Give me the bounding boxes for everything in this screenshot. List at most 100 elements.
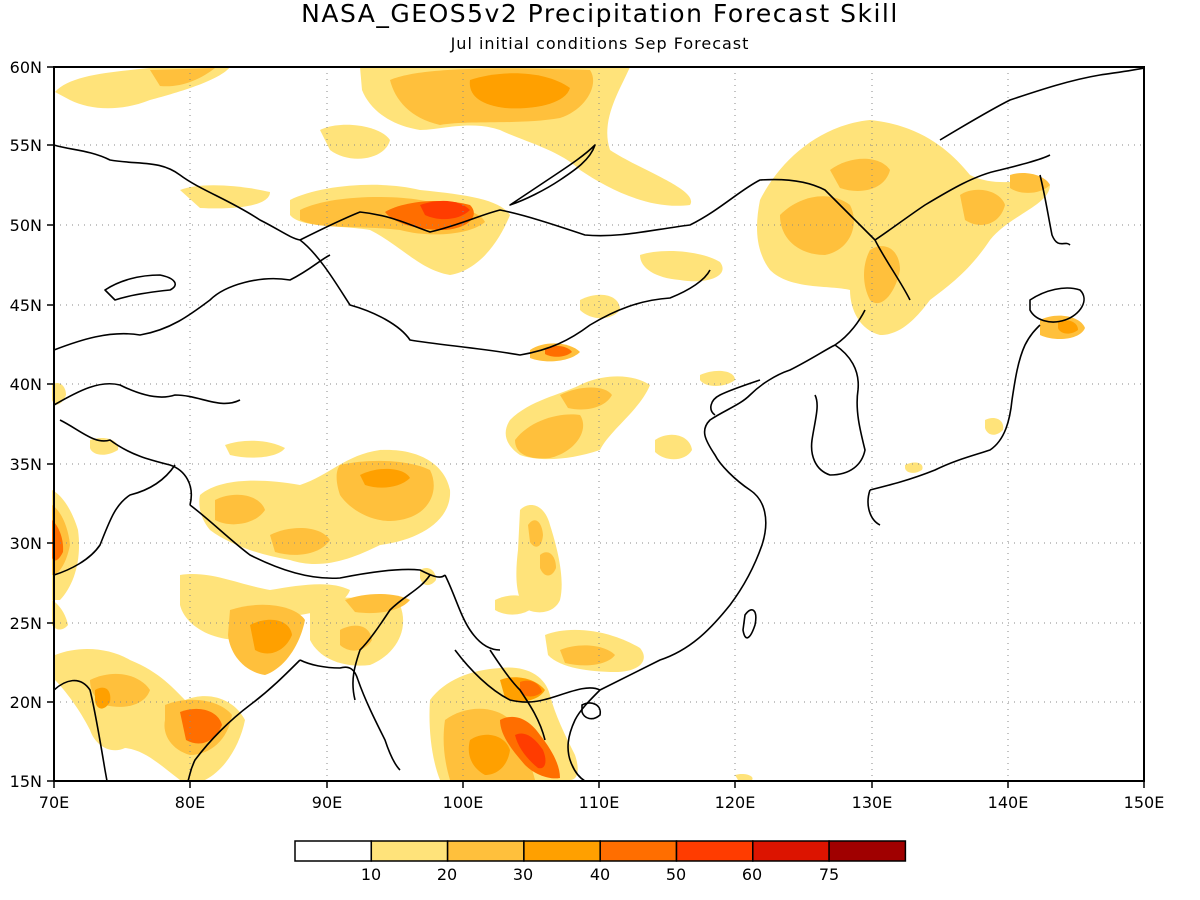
lon-label: 140E [988, 793, 1029, 812]
skill-region [340, 625, 372, 651]
skill-region [515, 733, 546, 769]
skill-region [864, 246, 900, 304]
skill-region [270, 528, 330, 555]
chart-title: NASA_GEOS5v2 Precipitation Forecast Skil… [301, 0, 899, 28]
lat-label: 35N [10, 455, 42, 474]
lon-label: 150E [1124, 793, 1165, 812]
colorbar-swatch [523, 840, 601, 862]
skill-region [560, 645, 615, 666]
lat-label: 60N [10, 58, 42, 77]
colorbar-swatch [599, 840, 678, 862]
colorbar-swatch [370, 840, 449, 862]
lat-label: 40N [10, 375, 42, 394]
lat-label: 50N [10, 216, 42, 235]
coast-myanmar [357, 679, 401, 771]
colorbar-labels: 10 20 30 40 50 60 75 [361, 865, 839, 884]
lat-label: 25N [10, 614, 42, 633]
skill-region [150, 68, 215, 87]
lon-label: 80E [175, 793, 205, 812]
skill-region [180, 708, 222, 744]
border-china-myanmar [444, 574, 501, 651]
skill-region [468, 734, 510, 775]
border-central-asia [53, 382, 241, 406]
skill-region [420, 200, 470, 220]
coast-india-west [53, 679, 108, 782]
skill-region [960, 189, 1005, 225]
border-kazakhstan-china [53, 254, 331, 351]
axis-tick-marks [47, 66, 1145, 788]
lon-label: 100E [443, 793, 484, 812]
coast-bohai [710, 379, 761, 416]
border-indochina [454, 649, 601, 703]
skill-region [655, 434, 692, 460]
skill-region [52, 600, 68, 630]
lat-label: 20N [10, 693, 42, 712]
lon-label: 70E [39, 793, 69, 812]
longitude-labels: 70E 80E 90E 100E 110E 120E 130E 140E 150… [39, 793, 1165, 812]
skill-region [1058, 320, 1078, 334]
coast-bay-of-bengal [299, 659, 359, 681]
colorbar-label: 75 [819, 865, 839, 884]
lon-label: 90E [312, 793, 342, 812]
latitude-labels: 60N 55N 50N 45N 40N 35N 30N 25N 20N 15N [10, 58, 42, 791]
lon-label: 120E [715, 793, 756, 812]
skill-region [52, 383, 66, 405]
coast-kyushu [867, 489, 881, 526]
lat-label: 30N [10, 534, 42, 553]
skill-region [95, 687, 111, 709]
lat-label: 15N [10, 772, 42, 791]
skill-region [215, 494, 265, 525]
colorbar-swatch [675, 840, 754, 862]
coastlines-and-borders [53, 67, 1145, 782]
skill-region [545, 345, 572, 357]
skill-region [250, 619, 292, 654]
skill-region [830, 158, 890, 191]
coast-india-east [187, 659, 301, 782]
colorbar-label: 20 [437, 865, 457, 884]
skill-region [90, 438, 119, 455]
coast-kamchatka [939, 67, 1145, 141]
island-taiwan [742, 609, 757, 639]
lake-balkhash [104, 274, 176, 301]
lon-label: 130E [852, 793, 893, 812]
lake-baikal [509, 144, 596, 206]
colorbar-label: 50 [666, 865, 686, 884]
skill-shading [52, 67, 1085, 780]
colorbar-swatch [752, 840, 830, 862]
skill-region [985, 418, 1004, 435]
coast-indochina [567, 689, 601, 782]
skill-region [516, 505, 562, 613]
coast-korea [810, 344, 866, 476]
coast-okhotsk [874, 154, 1051, 241]
border-pakistan [53, 464, 176, 576]
skill-region [520, 680, 542, 697]
skill-region [495, 595, 535, 615]
colorbar-label: 10 [361, 865, 381, 884]
coast-honshu [869, 324, 1041, 491]
skill-region [640, 250, 723, 282]
skill-region [905, 462, 923, 473]
skill-region [735, 773, 753, 780]
lon-label: 110E [579, 793, 620, 812]
lat-label: 55N [10, 136, 42, 155]
border-afghanistan [59, 419, 192, 506]
border-myanmar [352, 574, 431, 701]
skill-region [757, 120, 1050, 335]
skill-region [469, 73, 570, 109]
skill-region [580, 294, 620, 319]
skill-region [528, 520, 543, 547]
skill-region [320, 124, 390, 159]
skill-region [780, 196, 854, 255]
skill-region [225, 440, 285, 458]
skill-region [180, 185, 270, 209]
colorbar-swatch [294, 840, 373, 862]
chart-subtitle: Jul initial conditions Sep Forecast [450, 34, 750, 53]
border-mongolia-china [299, 239, 711, 356]
coast-sakhalin [1039, 174, 1071, 246]
colorbar [294, 840, 907, 862]
island-hainan [581, 702, 602, 720]
skill-region [345, 594, 410, 614]
border-laos-vietnam [489, 649, 546, 741]
skill-region [360, 468, 410, 488]
